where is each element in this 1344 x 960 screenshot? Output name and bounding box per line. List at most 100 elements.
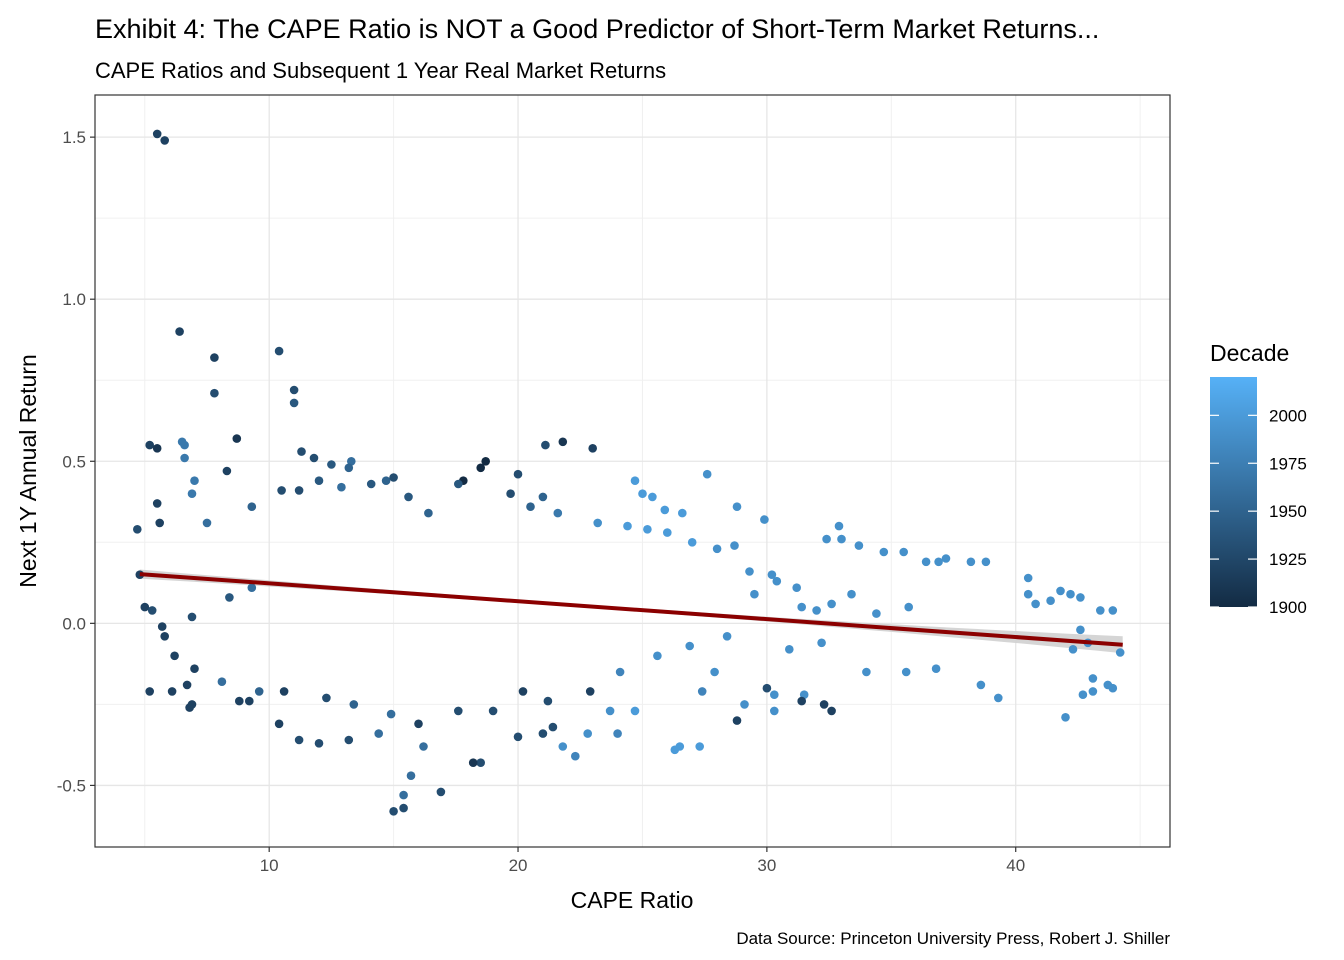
plot-panel — [95, 95, 1170, 847]
x-tick-label: 30 — [757, 856, 776, 875]
y-tick-label: 1.5 — [62, 128, 86, 147]
data-point — [314, 739, 324, 748]
data-point — [740, 700, 749, 709]
data-point — [366, 479, 376, 489]
data-point — [558, 742, 568, 751]
data-point — [732, 716, 742, 725]
data-point — [279, 687, 289, 696]
data-point — [623, 521, 632, 531]
data-point — [414, 719, 423, 729]
data-point — [1066, 589, 1075, 599]
data-point — [770, 706, 779, 716]
y-axis: -0.5 0.0 0.5 1.0 1.5 — [57, 128, 95, 795]
data-point — [347, 457, 356, 466]
data-point — [389, 807, 398, 816]
data-point — [506, 489, 515, 499]
data-point — [180, 453, 189, 463]
data-point — [670, 745, 680, 755]
data-point — [1023, 573, 1033, 583]
data-point — [274, 346, 284, 356]
data-point — [225, 593, 234, 602]
data-point — [190, 476, 199, 486]
data-point — [217, 677, 227, 686]
data-point — [182, 680, 192, 690]
legend-ticks: 1900 1925 1950 1975 2000 — [1210, 406, 1307, 617]
data-point — [314, 476, 324, 486]
data-point — [386, 709, 396, 719]
data-point — [344, 735, 354, 745]
data-point — [819, 700, 829, 709]
data-point — [994, 693, 1003, 703]
data-point — [160, 136, 169, 145]
data-point — [202, 518, 212, 528]
data-point — [931, 664, 941, 673]
data-point — [710, 667, 719, 677]
data-point — [468, 758, 478, 767]
data-point — [294, 486, 304, 495]
data-point — [210, 353, 219, 362]
data-point — [548, 722, 558, 732]
data-point — [660, 505, 670, 515]
data-point — [155, 518, 164, 528]
data-point — [543, 696, 553, 706]
data-point — [772, 576, 782, 586]
data-point — [167, 687, 177, 696]
data-point — [712, 544, 722, 554]
data-point — [190, 664, 199, 673]
chart-subtitle: CAPE Ratios and Subsequent 1 Year Real M… — [95, 58, 666, 83]
data-point — [812, 606, 821, 615]
data-point — [976, 680, 986, 690]
data-point — [140, 602, 150, 612]
data-point — [488, 706, 498, 716]
data-point — [588, 444, 597, 453]
data-point — [817, 638, 826, 648]
data-point — [904, 602, 913, 612]
data-point — [294, 735, 304, 745]
data-point — [419, 742, 428, 751]
chart-title: Exhibit 4: The CAPE Ratio is NOT a Good … — [95, 14, 1099, 44]
y-tick-label: 1.0 — [62, 290, 86, 309]
data-point — [235, 696, 244, 706]
data-point — [760, 515, 769, 524]
data-point — [678, 508, 687, 518]
data-point — [145, 440, 154, 450]
data-point — [399, 803, 408, 813]
data-point — [613, 729, 622, 738]
data-point — [1068, 645, 1078, 654]
data-point — [767, 570, 777, 579]
data-point — [513, 469, 523, 479]
trend-line-group — [139, 572, 1123, 647]
data-point — [538, 729, 548, 738]
data-point — [558, 437, 568, 447]
x-axis: 10 20 30 40 — [260, 847, 1025, 875]
x-axis-title: CAPE Ratio — [571, 887, 694, 913]
data-point — [1108, 606, 1118, 615]
scatter-points — [133, 129, 1125, 816]
x-tick-label: 20 — [509, 856, 528, 875]
data-point — [389, 473, 398, 482]
data-point — [663, 528, 672, 537]
legend: Decade 1900 1925 1950 1975 2000 — [1210, 340, 1307, 617]
data-point — [770, 690, 779, 699]
data-point — [424, 508, 433, 518]
data-point — [797, 602, 806, 612]
data-point — [274, 719, 284, 729]
data-point — [538, 492, 548, 502]
data-point — [476, 463, 486, 473]
data-point — [722, 632, 732, 641]
data-point — [847, 589, 856, 599]
data-point — [133, 525, 142, 534]
data-point — [381, 476, 391, 486]
data-point — [1108, 683, 1118, 693]
data-point — [822, 534, 831, 544]
data-point — [254, 687, 264, 696]
data-point — [745, 567, 754, 576]
data-point — [187, 612, 197, 622]
data-point — [797, 696, 806, 706]
data-point — [232, 434, 242, 443]
data-point — [862, 667, 871, 677]
data-point — [750, 589, 759, 599]
data-point — [1096, 606, 1105, 615]
data-point — [593, 518, 602, 528]
